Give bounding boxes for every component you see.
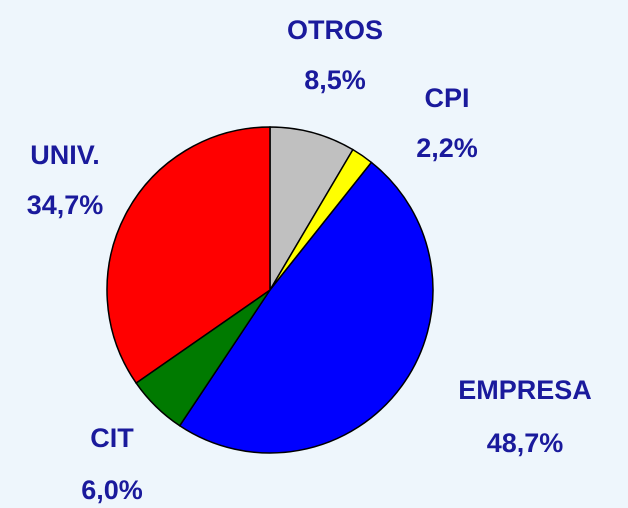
slice-label: CPI: [424, 83, 469, 113]
pie-slice: [269, 126, 354, 293]
slice-value-label: 8,5%: [304, 65, 366, 95]
slice-label: UNIV.: [30, 140, 100, 170]
pie-slice: [178, 161, 434, 454]
pie-slice: [106, 126, 271, 385]
slice-value-label: 34,7%: [27, 190, 104, 220]
slice-label: EMPRESA: [458, 375, 592, 405]
slice-label: OTROS: [287, 15, 383, 45]
slice-value-label: 48,7%: [487, 428, 564, 458]
slice-value-label: 6,0%: [81, 475, 143, 505]
slice-value-label: 2,2%: [416, 133, 478, 163]
slice-label: CIT: [90, 423, 134, 453]
